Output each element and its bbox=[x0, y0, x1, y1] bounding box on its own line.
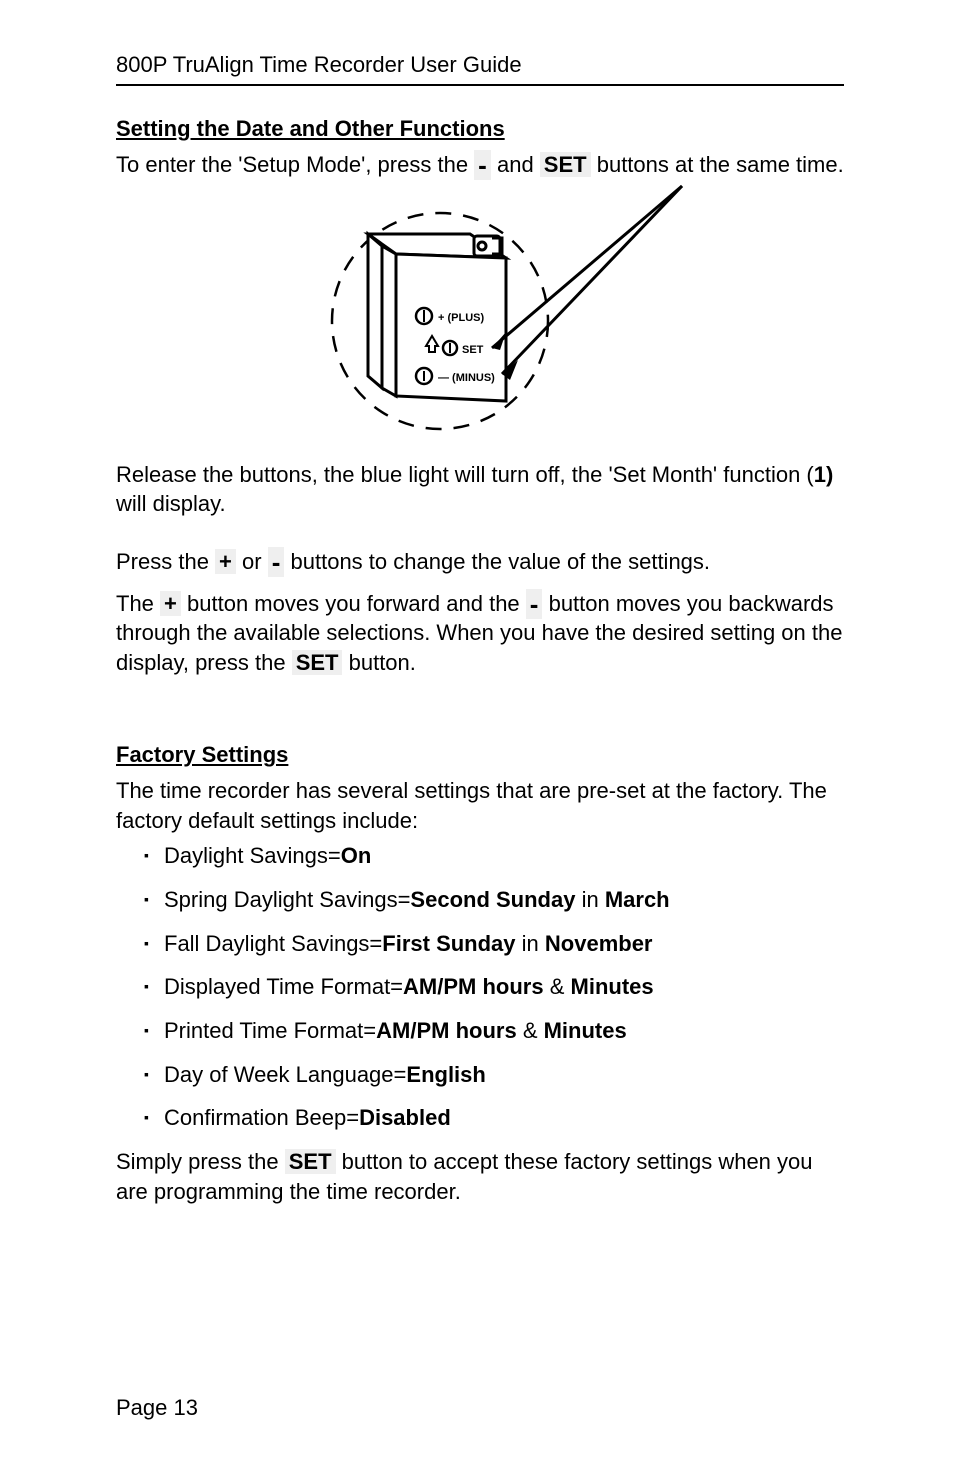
arrow-to-minus bbox=[502, 186, 682, 380]
text: Release the buttons, the blue light will… bbox=[116, 462, 814, 487]
text-bold: Minutes bbox=[571, 974, 654, 999]
text: Printed Time Format= bbox=[164, 1018, 376, 1043]
device-diagram: + (PLUS) SET — (MINUS) bbox=[270, 176, 690, 436]
text: Simply press the bbox=[116, 1149, 285, 1174]
page-header: 800P TruAlign Time Recorder User Guide bbox=[116, 52, 844, 86]
plus-button-ref: + bbox=[215, 549, 236, 574]
text-bold: First Sunday bbox=[382, 931, 515, 956]
text-bold: March bbox=[605, 887, 670, 912]
set-button-ref: SET bbox=[292, 650, 343, 675]
text: will display. bbox=[116, 491, 226, 516]
text-bold: AM/PM hours bbox=[403, 974, 544, 999]
text: or bbox=[242, 549, 268, 574]
text: Displayed Time Format= bbox=[164, 974, 403, 999]
text: buttons at the same time. bbox=[597, 152, 844, 177]
release-paragraph: Release the buttons, the blue light will… bbox=[116, 460, 844, 519]
text: Spring Daylight Savings= bbox=[164, 887, 410, 912]
text-bold: On bbox=[341, 843, 372, 868]
list-item: Fall Daylight Savings=First Sunday in No… bbox=[144, 929, 844, 959]
text-bold: Minutes bbox=[544, 1018, 627, 1043]
plus-forward-paragraph: The + button moves you forward and the -… bbox=[116, 589, 844, 678]
setup-mode-paragraph: To enter the 'Setup Mode', press the - a… bbox=[116, 150, 844, 180]
text-bold: Disabled bbox=[359, 1105, 451, 1130]
text: & bbox=[517, 1018, 544, 1043]
list-item: Confirmation Beep=Disabled bbox=[144, 1103, 844, 1133]
list-item: Daylight Savings=On bbox=[144, 841, 844, 871]
text: The bbox=[116, 591, 160, 616]
set-label: SET bbox=[462, 344, 484, 356]
text: & bbox=[544, 974, 571, 999]
section-heading-setting-date: Setting the Date and Other Functions bbox=[116, 116, 844, 142]
text: Press the bbox=[116, 549, 215, 574]
text-bold: 1) bbox=[814, 462, 834, 487]
minus-label: — (MINUS) bbox=[438, 372, 495, 384]
set-button-ref: SET bbox=[540, 152, 591, 177]
plus-button-ref: + bbox=[160, 591, 181, 616]
list-item: Day of Week Language=English bbox=[144, 1060, 844, 1090]
plus-label: + (PLUS) bbox=[438, 312, 484, 324]
minus-button-ref: - bbox=[526, 589, 543, 619]
arrow-to-set bbox=[492, 186, 682, 350]
text: Fall Daylight Savings= bbox=[164, 931, 382, 956]
press-plus-minus-paragraph: Press the + or - buttons to change the v… bbox=[116, 547, 844, 577]
text-bold: English bbox=[406, 1062, 485, 1087]
factory-settings-list: Daylight Savings=On Spring Daylight Savi… bbox=[116, 841, 844, 1133]
text: Day of Week Language= bbox=[164, 1062, 406, 1087]
page-number: Page 13 bbox=[116, 1395, 198, 1421]
text: and bbox=[497, 152, 540, 177]
factory-outro: Simply press the SET button to accept th… bbox=[116, 1147, 844, 1206]
minus-button-ref: - bbox=[268, 547, 285, 577]
section-heading-factory: Factory Settings bbox=[116, 742, 844, 768]
set-button-ref: SET bbox=[285, 1149, 336, 1174]
text: To enter the 'Setup Mode', press the bbox=[116, 152, 474, 177]
list-item: Displayed Time Format=AM/PM hours & Minu… bbox=[144, 972, 844, 1002]
text: button. bbox=[349, 650, 416, 675]
text-bold: November bbox=[545, 931, 653, 956]
device-diagram-container: + (PLUS) SET — (MINUS) bbox=[116, 176, 844, 436]
list-item: Printed Time Format=AM/PM hours & Minute… bbox=[144, 1016, 844, 1046]
text: Daylight Savings= bbox=[164, 843, 341, 868]
text-bold: Second Sunday bbox=[410, 887, 575, 912]
text-bold: AM/PM hours bbox=[376, 1018, 517, 1043]
text: Confirmation Beep= bbox=[164, 1105, 359, 1130]
text: in bbox=[575, 887, 604, 912]
text: button moves you forward and the bbox=[187, 591, 526, 616]
minus-button-ref: - bbox=[474, 150, 491, 180]
text: buttons to change the value of the setti… bbox=[291, 549, 711, 574]
factory-intro: The time recorder has several settings t… bbox=[116, 776, 844, 835]
list-item: Spring Daylight Savings=Second Sunday in… bbox=[144, 885, 844, 915]
text: in bbox=[516, 931, 545, 956]
